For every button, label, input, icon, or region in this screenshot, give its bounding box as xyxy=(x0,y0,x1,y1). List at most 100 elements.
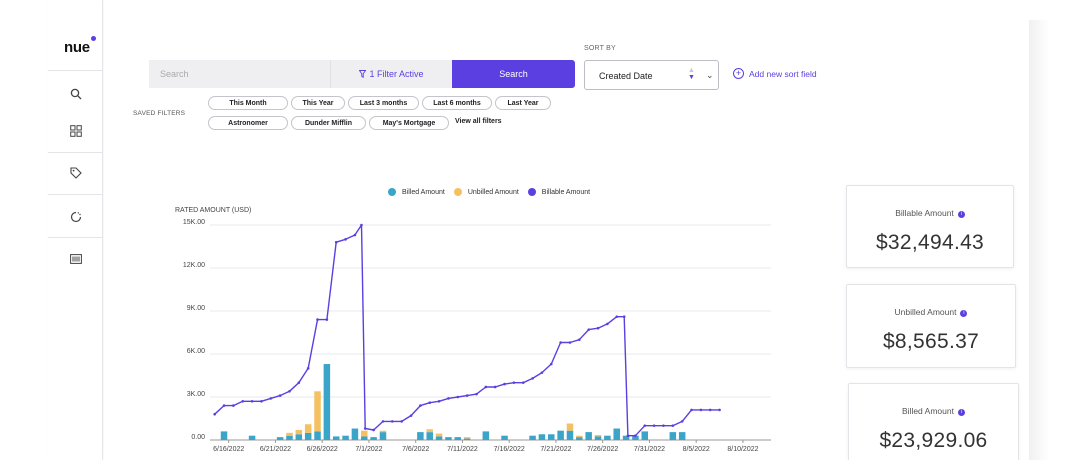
billable-point xyxy=(222,404,226,407)
saved-filter-chip[interactable]: Last 6 months xyxy=(422,96,492,110)
x-tick-label: 7/11/2022 xyxy=(447,446,478,453)
billable-point xyxy=(278,394,282,397)
unbilled-amount-card: Unbilled Amount i $8,565.37 xyxy=(846,284,1016,368)
legend-item-unbilled[interactable]: Unbilled Amount xyxy=(453,188,519,196)
saved-filter-chip[interactable]: Dunder Mifflin xyxy=(291,116,366,130)
dashboard-icon[interactable] xyxy=(48,125,103,140)
billable-point xyxy=(297,381,301,384)
info-icon[interactable]: i xyxy=(957,409,965,416)
bar-billed xyxy=(529,435,536,440)
billable-point xyxy=(503,382,506,386)
saved-filter-chip[interactable]: Astronomer xyxy=(208,116,288,130)
saved-filter-chip[interactable]: This Year xyxy=(291,96,345,110)
view-all-filters-link[interactable]: View all filters xyxy=(455,118,502,125)
billable-point xyxy=(241,400,245,403)
card-amount: $8,565.37 xyxy=(882,330,980,353)
spinner-icon[interactable] xyxy=(48,211,103,226)
billable-point xyxy=(615,315,619,319)
billable-point xyxy=(409,414,413,417)
bar-billed xyxy=(576,437,583,440)
info-icon[interactable]: i xyxy=(960,310,968,317)
billable-point xyxy=(540,371,544,374)
sidebar-divider xyxy=(48,194,103,195)
bar-unbilled xyxy=(594,434,602,437)
billable-amount-card: Billable Amount i $32,494.43 xyxy=(846,185,1014,268)
x-tick-label: 6/26/2022 xyxy=(306,446,338,453)
bar-billed xyxy=(585,432,592,440)
x-tick-label: 7/6/2022 xyxy=(402,446,430,453)
plus-circle-icon: + xyxy=(733,68,744,79)
saved-filter-chip[interactable]: This Month xyxy=(208,96,288,110)
bar-billed xyxy=(632,435,639,440)
legend-item-billable[interactable]: Billable Amount xyxy=(527,188,590,196)
billable-point xyxy=(652,424,656,427)
billable-point xyxy=(531,377,534,380)
filter-button[interactable]: 1 Filter Active xyxy=(330,60,452,88)
card-title: Unbilled Amount i xyxy=(847,307,1015,317)
legend-item-billed[interactable]: Billed Amount xyxy=(388,188,445,196)
chart-legend: Billed Amount Unbilled Amount Billable A… xyxy=(388,188,590,196)
bar-billed xyxy=(351,428,359,440)
saved-filter-chip[interactable]: May's Mortgage xyxy=(369,116,449,130)
billable-point xyxy=(521,381,525,384)
billable-point xyxy=(360,223,363,227)
bar-billed xyxy=(445,437,452,440)
bar-unbilled xyxy=(295,429,303,435)
sidebar-divider xyxy=(48,237,103,238)
billable-point xyxy=(671,424,675,427)
sort-select[interactable]: Created Date ▲ ▼ ⌄ xyxy=(584,60,719,90)
bar-billed xyxy=(622,435,630,440)
tag-icon[interactable] xyxy=(48,167,103,182)
bar-unbilled xyxy=(426,429,433,433)
chevron-down-icon: ⌄ xyxy=(706,70,714,80)
bar-billed xyxy=(501,435,508,440)
saved-filter-chip[interactable]: Last Year xyxy=(495,96,551,110)
info-icon[interactable]: i xyxy=(957,211,965,218)
billable-point xyxy=(690,408,693,412)
billable-point xyxy=(353,233,357,237)
y-tick-label: 3K.00 xyxy=(186,391,205,398)
y-tick-label: 15K.00 xyxy=(182,219,205,226)
y-tick-label: 12K.00 xyxy=(182,262,205,269)
billable-point xyxy=(512,381,516,384)
billable-point xyxy=(306,367,310,370)
billable-point xyxy=(447,397,450,400)
x-tick-label: 7/31/2022 xyxy=(633,446,666,453)
bar-unbilled xyxy=(286,432,293,436)
bar-billed xyxy=(323,364,331,440)
brand-logo[interactable]: nue xyxy=(64,36,96,56)
billable-point xyxy=(269,397,273,400)
sort-direction-icon[interactable]: ▲ ▼ xyxy=(688,67,695,81)
barcode-icon[interactable] xyxy=(48,252,103,267)
bar-unbilled xyxy=(304,424,312,433)
y-axis-title: RATED AMOUNT (USD) xyxy=(175,207,252,214)
x-tick-label: 7/1/2022 xyxy=(355,446,383,453)
billable-point xyxy=(465,394,469,397)
bar-unbilled xyxy=(463,437,471,439)
card-title: Billable Amount i xyxy=(847,208,1013,218)
bar-billed xyxy=(669,432,677,440)
billable-point xyxy=(325,318,329,321)
billable-point xyxy=(372,428,375,432)
saved-filter-chip[interactable]: Last 3 months xyxy=(348,96,419,110)
billable-point xyxy=(622,315,626,319)
billable-point xyxy=(587,328,590,331)
bar-unbilled xyxy=(314,391,321,432)
panel-shadow xyxy=(1029,20,1049,460)
add-sort-field-button[interactable]: + Add new sort field xyxy=(733,68,817,79)
bar-billed xyxy=(641,431,649,440)
search-icon[interactable] xyxy=(48,88,103,103)
billable-point xyxy=(718,408,721,412)
bar-billed xyxy=(276,437,284,440)
billable-point xyxy=(708,408,712,412)
bar-billed xyxy=(538,434,546,440)
search-button[interactable]: Search xyxy=(452,60,575,88)
billable-point xyxy=(634,434,637,438)
search-input[interactable] xyxy=(149,60,330,88)
billable-point xyxy=(606,322,609,326)
bar-billed xyxy=(295,434,303,440)
sort-selected-value: Created Date xyxy=(599,71,653,81)
card-amount: $23,929.06 xyxy=(879,429,988,452)
x-tick-label: 7/26/2022 xyxy=(587,446,619,453)
bar-billed xyxy=(370,437,377,440)
